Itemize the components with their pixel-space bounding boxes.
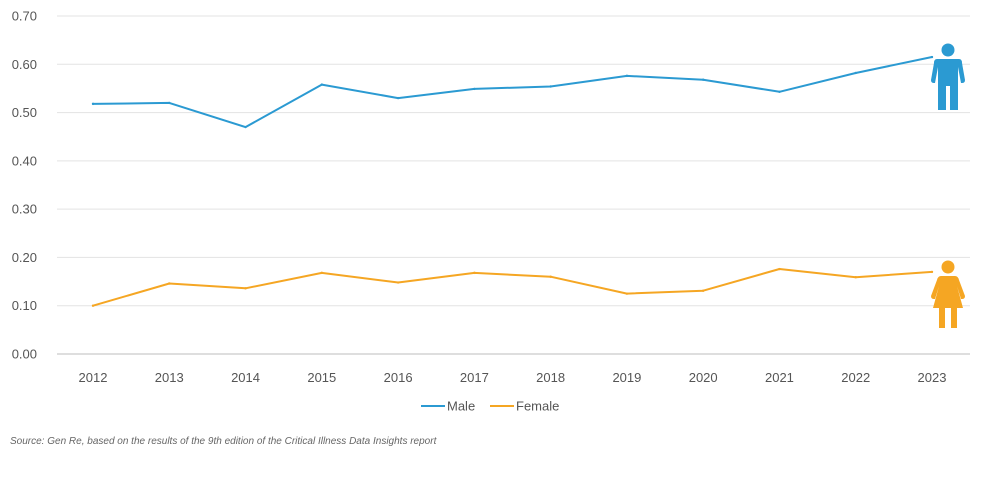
data-point-male bbox=[549, 85, 552, 88]
data-point-male bbox=[168, 101, 171, 105]
data-point-male bbox=[778, 90, 781, 94]
y-tick-label: 0.20 bbox=[12, 250, 37, 265]
x-tick-label: 2021 bbox=[765, 370, 794, 385]
data-point-male bbox=[625, 74, 629, 78]
source-note: Source: Gen Re, based on the results of … bbox=[10, 436, 437, 447]
x-tick-label: 2019 bbox=[612, 370, 641, 385]
y-tick-label: 0.10 bbox=[12, 298, 37, 313]
data-point-female bbox=[854, 276, 857, 279]
data-point-female bbox=[91, 304, 95, 307]
male-figure-icon bbox=[931, 43, 965, 110]
female-figure-icon bbox=[931, 260, 965, 328]
data-point-male bbox=[396, 96, 400, 100]
y-tick-label: 0.60 bbox=[12, 57, 37, 72]
gridlines bbox=[57, 15, 970, 307]
data-point-male bbox=[320, 83, 324, 86]
data-point-male bbox=[854, 71, 857, 75]
y-tick-label: 0.40 bbox=[12, 153, 37, 168]
data-point-male bbox=[473, 87, 476, 91]
data-point-male bbox=[91, 102, 95, 106]
series-lines bbox=[91, 55, 934, 307]
data-point-male bbox=[701, 78, 705, 81]
series-line-female bbox=[92, 268, 933, 307]
y-tick-label: 0.50 bbox=[12, 105, 37, 120]
data-point-female bbox=[701, 289, 705, 292]
series-line-male bbox=[92, 56, 933, 129]
x-tick-label: 2023 bbox=[918, 370, 947, 385]
legend-label-male: Male bbox=[447, 399, 475, 414]
x-axis-tick-labels: 2012 2013 2014 2015 2016 2017 2018 2019 2020 2021… bbox=[79, 370, 947, 385]
x-tick-label: 2016 bbox=[384, 370, 413, 385]
x-tick-label: 2017 bbox=[460, 370, 489, 385]
y-axis-tick-labels: 0.00 0.10 0.20 0.30 0.40 0.50 0.60 0.70 bbox=[12, 9, 37, 362]
data-point-male bbox=[244, 125, 247, 129]
data-point-female bbox=[778, 267, 781, 271]
data-point-female bbox=[244, 287, 247, 290]
y-tick-label: 0.70 bbox=[12, 9, 37, 24]
legend-label-female: Female bbox=[516, 399, 559, 414]
x-tick-label: 2014 bbox=[231, 370, 260, 385]
y-tick-label: 0.00 bbox=[12, 347, 37, 362]
x-tick-label: 2013 bbox=[155, 370, 184, 385]
x-tick-label: 2015 bbox=[307, 370, 336, 385]
data-point-female bbox=[320, 271, 324, 275]
x-tick-label: 2018 bbox=[536, 370, 565, 385]
x-tick-label: 2020 bbox=[689, 370, 718, 385]
data-point-female bbox=[549, 275, 552, 278]
x-tick-label: 2012 bbox=[79, 370, 108, 385]
x-tick-label: 2022 bbox=[841, 370, 870, 385]
legend: Male Female bbox=[421, 399, 559, 414]
data-point-female bbox=[396, 281, 400, 284]
y-tick-label: 0.30 bbox=[12, 202, 37, 217]
data-point-male bbox=[930, 55, 934, 59]
data-point-female bbox=[473, 271, 476, 275]
series-icons bbox=[931, 43, 965, 328]
data-point-female bbox=[625, 292, 629, 295]
data-point-female bbox=[930, 270, 934, 274]
data-point-female bbox=[168, 282, 171, 285]
